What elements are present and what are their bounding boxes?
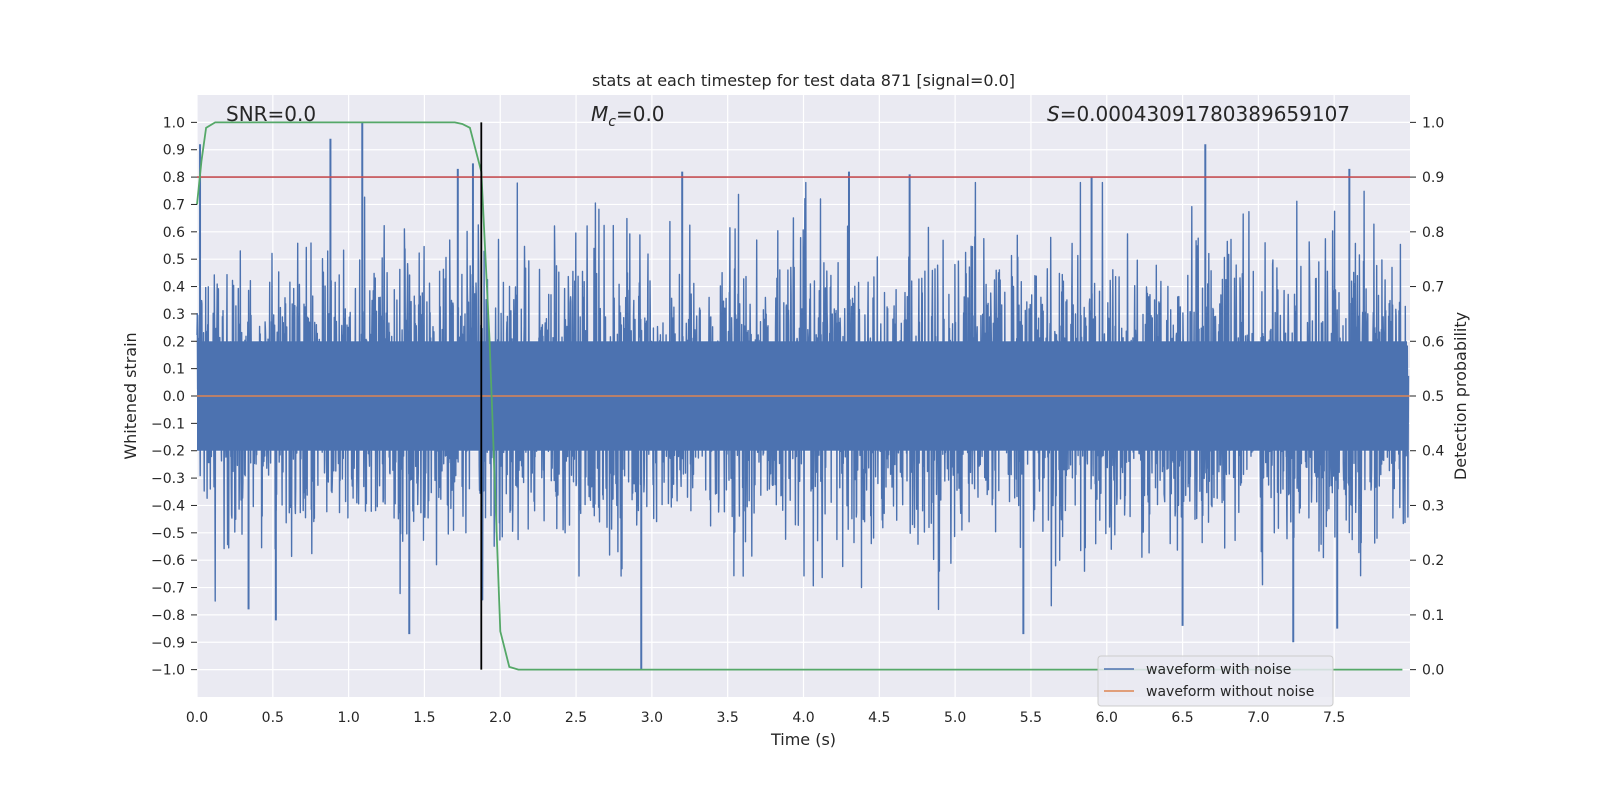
annotation-chirp-mass: Mc=0.0 (591, 102, 665, 130)
y-tick-label: 0.8 (163, 170, 185, 186)
x-tick-label: 1.0 (337, 710, 359, 726)
axes: 0.0 0.5 1.0 1.5 2.0 2.5 3.0 3.5 4.0 4.5 5.0 5.5 6.0 6… (151, 115, 1444, 726)
y-tick-label: 1.0 (163, 115, 185, 131)
y-tick-label: 0.5 (163, 252, 185, 268)
y-tick-label: −0.7 (151, 581, 185, 597)
x-tick-label: 4.0 (792, 710, 814, 726)
series-detection-probability (196, 121, 1403, 671)
annotation-score: S=0.00043091780389659107 (1047, 102, 1350, 126)
annotation-s-symbol: S (1047, 102, 1060, 126)
y-tick-label: 0.4 (163, 280, 185, 296)
y-tick-label: −0.2 (151, 444, 185, 460)
x-tick-label: 4.5 (868, 710, 890, 726)
annotation-mc-subscript: c (608, 114, 616, 130)
x-tick-label: 2.5 (565, 710, 587, 726)
y-tick-label: 0.3 (163, 307, 185, 323)
x-tick-label: 1.5 (413, 710, 435, 726)
chart-title: stats at each timestep for test data 871… (592, 71, 1015, 90)
y-tick-label: −0.3 (151, 471, 185, 487)
y-tick-label: −0.9 (151, 635, 185, 651)
y2-tick-label: 0.1 (1422, 608, 1444, 624)
x-tick-label: 2.0 (489, 710, 511, 726)
x-tick-label: 6.0 (1096, 710, 1118, 726)
x-tick-label: 0.0 (186, 710, 208, 726)
y-tick-label: 0.7 (163, 197, 185, 213)
y2-tick-label: 0.6 (1422, 334, 1444, 350)
series-lines (196, 121, 1410, 671)
y-tick-label: 0.1 (163, 362, 185, 378)
y-tick-label: −0.8 (151, 608, 185, 624)
x-tick-label: 7.0 (1247, 710, 1269, 726)
y-tick-label: −1.0 (151, 663, 185, 679)
annotation-mc-value: =0.0 (616, 102, 665, 126)
y2-tick-label: 0.8 (1422, 225, 1444, 241)
y-tick-label: 0.6 (163, 225, 185, 241)
x-tick-label: 7.5 (1323, 710, 1345, 726)
y-tick-label: −0.4 (151, 498, 185, 514)
x-tick-label: 5.5 (1020, 710, 1042, 726)
x-tick-label: 3.0 (641, 710, 663, 726)
x-tick-label: 6.5 (1171, 710, 1193, 726)
y-tick-label: 0.9 (163, 143, 185, 159)
y2-tick-label: 0.0 (1422, 663, 1444, 679)
x-tick-label: 3.5 (717, 710, 739, 726)
annotation-snr: SNR=0.0 (226, 102, 316, 126)
x-tick-label: 5.0 (944, 710, 966, 726)
y-axis-label: Whitened strain (121, 332, 140, 459)
y2-axis-label: Detection probability (1451, 312, 1470, 480)
y2-tick-label: 0.5 (1422, 389, 1444, 405)
y-tick-label: −0.1 (151, 416, 185, 432)
y2-tick-label: 1.0 (1422, 115, 1444, 131)
y-tick-label: −0.6 (151, 553, 185, 569)
y2-tick-label: 0.9 (1422, 170, 1444, 186)
y2-tick-label: 0.7 (1422, 280, 1444, 296)
y2-tick-label: 0.2 (1422, 553, 1444, 569)
legend: waveform with noise waveform without nois… (1097, 655, 1334, 707)
y-tick-label: −0.5 (151, 526, 185, 542)
y2-tick-label: 0.3 (1422, 498, 1444, 514)
annotation-mc-symbol: M (591, 102, 608, 126)
y-tick-label: 0.2 (163, 334, 185, 350)
annotations: SNR=0.0 Mc=0.0 S=0.00043091780389659107 (226, 102, 1350, 130)
legend-entry-label: waveform with noise (1146, 662, 1291, 678)
y-tick-label: 0.0 (163, 389, 185, 405)
legend-entry-label: waveform without noise (1146, 684, 1314, 700)
annotation-s-value: =0.00043091780389659107 (1060, 102, 1350, 126)
x-axis-label: Time (s) (770, 730, 836, 749)
y2-tick-label: 0.4 (1422, 444, 1444, 460)
x-tick-label: 0.5 (262, 710, 284, 726)
legend-box (1097, 655, 1334, 707)
